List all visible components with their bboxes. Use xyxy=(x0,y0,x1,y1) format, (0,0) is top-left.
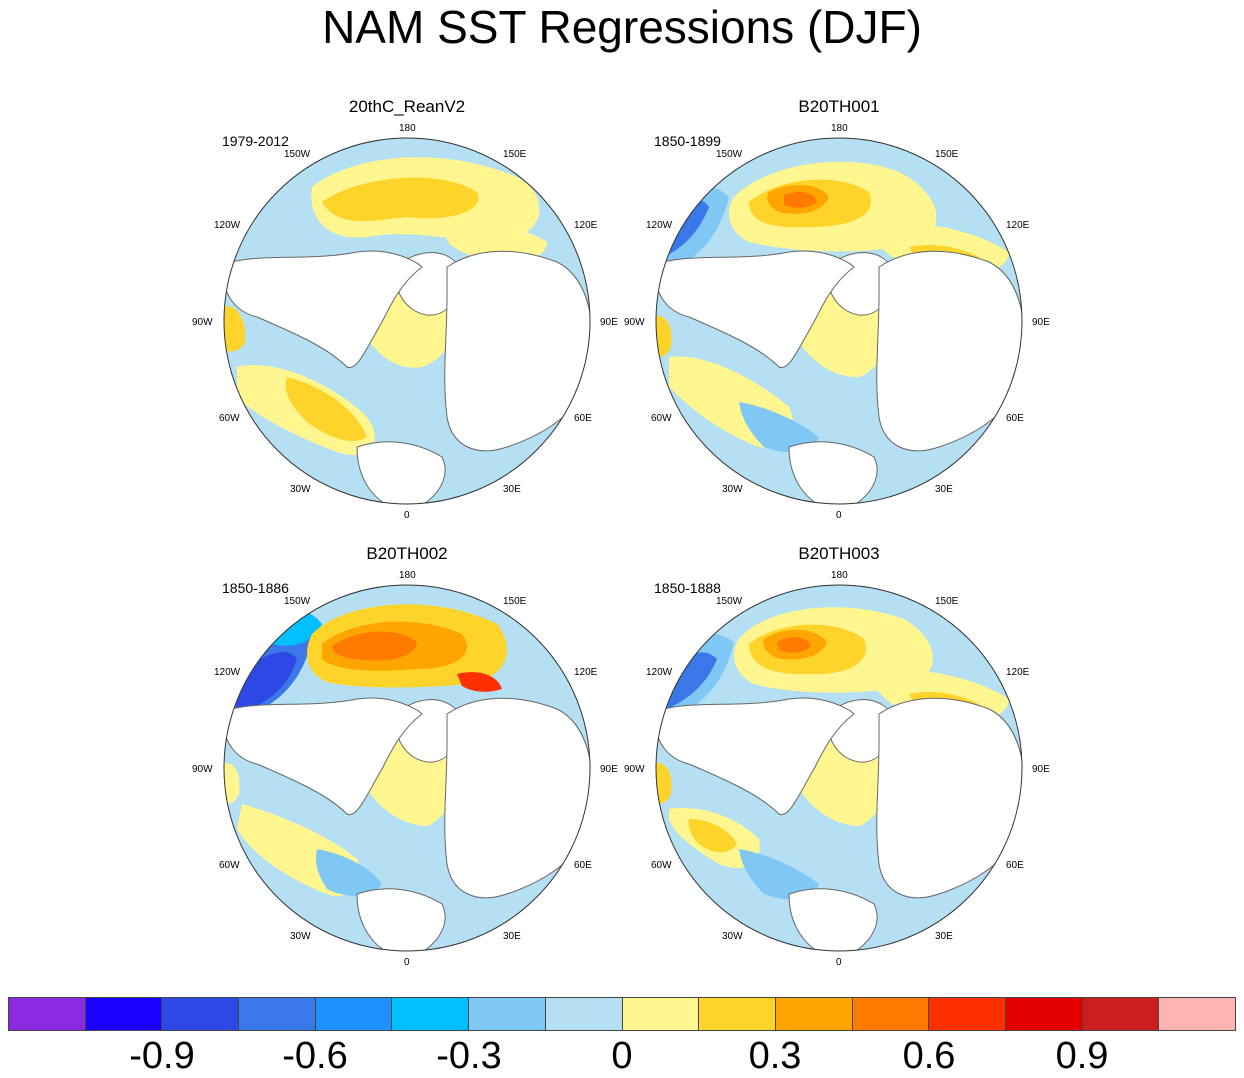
lon-label-150e: 150E xyxy=(503,596,527,607)
lon-label-90w: 90W xyxy=(624,317,645,328)
lon-label-30e: 30E xyxy=(503,484,521,495)
colorbar-swatch xyxy=(1158,998,1235,1030)
lon-label-60w: 60W xyxy=(651,413,672,424)
panel-period: 1850-1899 xyxy=(654,133,721,149)
colorbar-swatch xyxy=(9,998,85,1030)
lon-label-90e: 90E xyxy=(1032,764,1050,775)
lon-label-0: 0 xyxy=(404,957,410,968)
lon-label-150e: 150E xyxy=(503,149,527,160)
lon-label-90w: 90W xyxy=(624,764,645,775)
lon-label-180: 180 xyxy=(399,570,416,581)
lon-label-180: 180 xyxy=(831,123,848,134)
colorbar-swatch xyxy=(238,998,315,1030)
lon-label-60w: 60W xyxy=(219,413,240,424)
lon-label-0: 0 xyxy=(404,510,410,521)
colorbar-swatch xyxy=(391,998,469,1030)
lon-label-120w: 120W xyxy=(214,667,241,678)
lon-label-120e: 120E xyxy=(1006,220,1030,231)
colorbar-swatch xyxy=(928,998,1005,1030)
lon-label-60e: 60E xyxy=(574,413,592,424)
lon-label-30w: 30W xyxy=(290,931,311,942)
lon-label-60w: 60W xyxy=(651,860,672,871)
panel-title: B20TH002 xyxy=(366,544,448,563)
colorbar-tick: -0.6 xyxy=(282,1035,348,1077)
colorbar-swatch xyxy=(621,998,699,1030)
lon-label-150w: 150W xyxy=(716,596,743,607)
lon-label-120e: 120E xyxy=(1006,667,1030,678)
map-panel-2: B20TH001 1850-1899 180 150E 120E 90E 60E xyxy=(624,97,1050,521)
colorbar-swatch xyxy=(698,998,775,1030)
lon-label-90w: 90W xyxy=(192,764,213,775)
panel-title: B20TH001 xyxy=(798,97,880,116)
lon-label-120e: 120E xyxy=(574,220,598,231)
lon-label-60w: 60W xyxy=(219,860,240,871)
lon-label-120w: 120W xyxy=(646,667,673,678)
lon-label-150w: 150W xyxy=(716,149,743,160)
colorbar-swatch xyxy=(851,998,929,1030)
lon-label-150e: 150E xyxy=(935,149,959,160)
lon-label-60e: 60E xyxy=(1006,860,1024,871)
colorbar-tick: 0.3 xyxy=(748,1035,802,1077)
lon-label-90e: 90E xyxy=(600,764,618,775)
lon-label-120w: 120W xyxy=(214,220,241,231)
lon-label-180: 180 xyxy=(831,570,848,581)
lon-label-120w: 120W xyxy=(646,220,673,231)
lon-label-180: 180 xyxy=(399,123,416,134)
panel-title: B20TH003 xyxy=(798,544,880,563)
colorbar-swatch xyxy=(1081,998,1159,1030)
colorbar-tick: -0.3 xyxy=(436,1035,502,1077)
polar-map xyxy=(223,137,591,505)
lon-label-120e: 120E xyxy=(574,667,598,678)
panel-period: 1850-1888 xyxy=(654,580,721,596)
colorbar-swatch xyxy=(774,998,852,1030)
lon-label-150w: 150W xyxy=(284,149,311,160)
lon-label-90e: 90E xyxy=(1032,317,1050,328)
colorbar-swatch xyxy=(544,998,622,1030)
lon-label-90e: 90E xyxy=(600,317,618,328)
map-panel-3: B20TH002 1850-1886 180 150E 120E 90E 60E… xyxy=(192,544,618,968)
polar-map xyxy=(655,584,1023,952)
lon-label-150w: 150W xyxy=(284,596,311,607)
map-panel-4: B20TH003 1850-1888 180 150E 120E 90E xyxy=(624,544,1050,968)
panel-period: 1979-2012 xyxy=(222,133,289,149)
lon-label-30e: 30E xyxy=(503,931,521,942)
lon-label-60e: 60E xyxy=(574,860,592,871)
lon-label-0: 0 xyxy=(836,510,842,521)
lon-label-150e: 150E xyxy=(935,596,959,607)
colorbar xyxy=(8,997,1236,1031)
lon-label-90w: 90W xyxy=(192,317,213,328)
colorbar-swatch xyxy=(161,998,239,1030)
panel-title: 20thC_ReanV2 xyxy=(348,97,466,116)
lon-label-30w: 30W xyxy=(722,484,743,495)
colorbar-swatch xyxy=(468,998,545,1030)
polar-map xyxy=(223,584,591,952)
colorbar-tick: 0.6 xyxy=(902,1035,956,1077)
colorbar-tick: -0.9 xyxy=(129,1035,195,1077)
colorbar-swatch xyxy=(84,998,162,1030)
lon-label-30w: 30W xyxy=(290,484,311,495)
lon-label-0: 0 xyxy=(836,957,842,968)
lon-label-30e: 30E xyxy=(935,484,953,495)
map-panel-1: 20thC_ReanV2 1979-2012 180 150E 120E 90E… xyxy=(192,97,618,521)
colorbar-tick: 0.9 xyxy=(1055,1035,1109,1077)
panel-period: 1850-1886 xyxy=(222,580,289,596)
figure-title: NAM SST Regressions (DJF) xyxy=(322,1,922,53)
lon-label-30e: 30E xyxy=(935,931,953,942)
polar-map xyxy=(655,137,1023,505)
lon-label-60e: 60E xyxy=(1006,413,1024,424)
colorbar-swatch xyxy=(314,998,392,1030)
colorbar-tick: 0 xyxy=(611,1035,633,1077)
lon-label-30w: 30W xyxy=(722,931,743,942)
colorbar-swatch xyxy=(1004,998,1082,1030)
